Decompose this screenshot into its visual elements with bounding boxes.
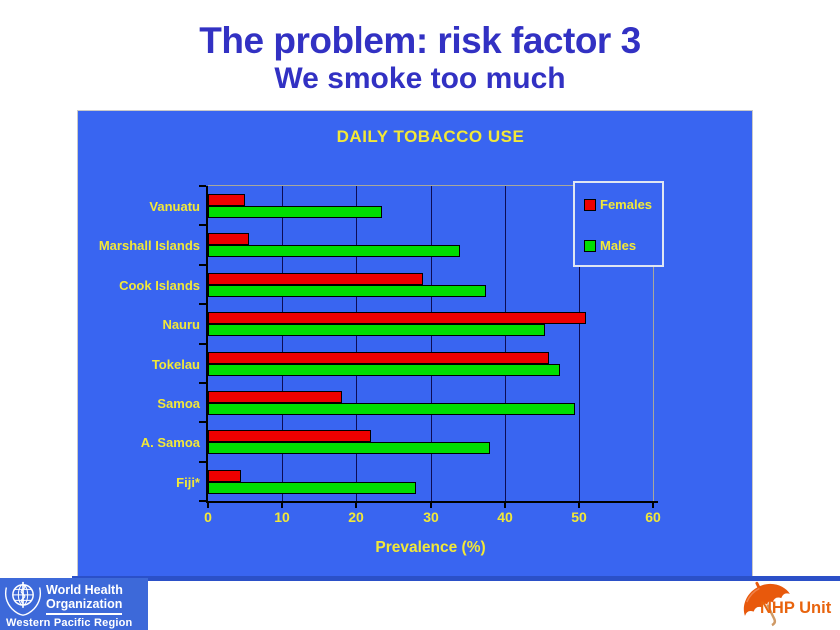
bar-males-cook-islands [208, 285, 486, 297]
bar-males-marshall-islands [208, 245, 460, 257]
category-label-vanuatu: Vanuatu [149, 199, 200, 214]
bar-females-fiji [208, 470, 241, 482]
plot-right-border [653, 186, 654, 501]
y-tick-mark-7 [199, 461, 206, 463]
x-tick-label-40: 40 [497, 509, 513, 525]
x-tick-label-0: 0 [204, 509, 212, 525]
bar-females-marshall-islands [208, 233, 249, 245]
x-axis-title: Prevalence (%) [375, 539, 486, 556]
legend-item-females: Females [584, 197, 652, 212]
x-tick-label-30: 30 [423, 509, 439, 525]
gridline-20 [356, 186, 357, 501]
legend-label-females: Females [600, 197, 653, 212]
legend-swatch-males [584, 239, 596, 252]
bar-females-vanuatu [208, 194, 245, 206]
umbrella-icon [743, 581, 790, 627]
category-label-nauru: Nauru [162, 317, 200, 332]
gridline-40 [505, 186, 506, 501]
who-emblem-icon [4, 581, 42, 616]
legend-swatch-females [584, 198, 596, 211]
x-tick-label-10: 10 [274, 509, 290, 525]
bar-females-nauru [208, 312, 586, 324]
bar-males-samoa [208, 403, 575, 415]
legend-label-males: Males [600, 238, 637, 253]
gridline-50 [579, 186, 580, 501]
y-tick-mark-8 [199, 500, 206, 502]
who-underline [46, 613, 122, 615]
chart-panel: DAILY TOBACCO USE Prevalence (%) Females… [77, 110, 753, 580]
x-tick-mark-20 [355, 503, 357, 508]
y-tick-mark-0 [199, 185, 206, 187]
nhp-unit-label: NHP Unit [760, 599, 832, 617]
who-org-line2: Organization [46, 597, 123, 611]
bar-females-tokelau [208, 352, 549, 364]
who-region-label: Western Pacific Region [6, 617, 133, 629]
bar-females-cook-islands [208, 273, 423, 285]
y-tick-mark-5 [199, 382, 206, 384]
gridline-10 [282, 186, 283, 501]
footer-divider-line [72, 576, 840, 581]
bar-males-vanuatu [208, 206, 382, 218]
x-tick-mark-40 [504, 503, 506, 508]
category-label-fiji: Fiji* [176, 475, 200, 490]
category-label-tokelau: Tokelau [151, 357, 200, 372]
plot-area [208, 186, 653, 501]
nhp-unit-logo: NHP Unit [732, 575, 840, 630]
bar-males-nauru [208, 324, 545, 336]
category-label-samoa: Samoa [157, 396, 200, 411]
bar-males-a-samoa [208, 442, 490, 454]
bar-males-fiji [208, 482, 416, 494]
y-tick-mark-3 [199, 303, 206, 305]
x-tick-mark-10 [281, 503, 283, 508]
x-tick-label-50: 50 [571, 509, 587, 525]
y-axis-line [206, 186, 208, 503]
y-tick-mark-4 [199, 343, 206, 345]
category-label-cook-islands: Cook Islands [119, 278, 200, 293]
bar-females-a-samoa [208, 430, 371, 442]
who-org-name: World Health Organization [46, 583, 123, 611]
who-footer-box: World Health Organization Western Pacifi… [0, 578, 148, 630]
category-label-a-samoa: A. Samoa [140, 435, 200, 450]
who-org-line1: World Health [46, 583, 123, 597]
y-tick-mark-6 [199, 421, 206, 423]
x-tick-mark-30 [430, 503, 432, 508]
y-tick-mark-2 [199, 264, 206, 266]
category-label-marshall-islands: Marshall Islands [98, 238, 200, 253]
x-tick-label-20: 20 [348, 509, 364, 525]
x-tick-mark-50 [578, 503, 580, 508]
chart-title: DAILY TOBACCO USE [336, 127, 525, 146]
chart-legend: Females Males [573, 181, 664, 267]
x-axis-line [206, 501, 658, 503]
bar-females-samoa [208, 391, 342, 403]
x-tick-label-60: 60 [645, 509, 661, 525]
gridline-30 [431, 186, 432, 501]
legend-item-males: Males [584, 238, 636, 253]
slide-subtitle: We smoke too much [274, 62, 566, 95]
y-tick-mark-1 [199, 224, 206, 226]
slide-title: The problem: risk factor 3 [199, 20, 641, 61]
bar-males-tokelau [208, 364, 560, 376]
x-tick-mark-60 [652, 503, 654, 508]
x-tick-mark-0 [207, 503, 209, 508]
plot-top-border [208, 185, 654, 186]
